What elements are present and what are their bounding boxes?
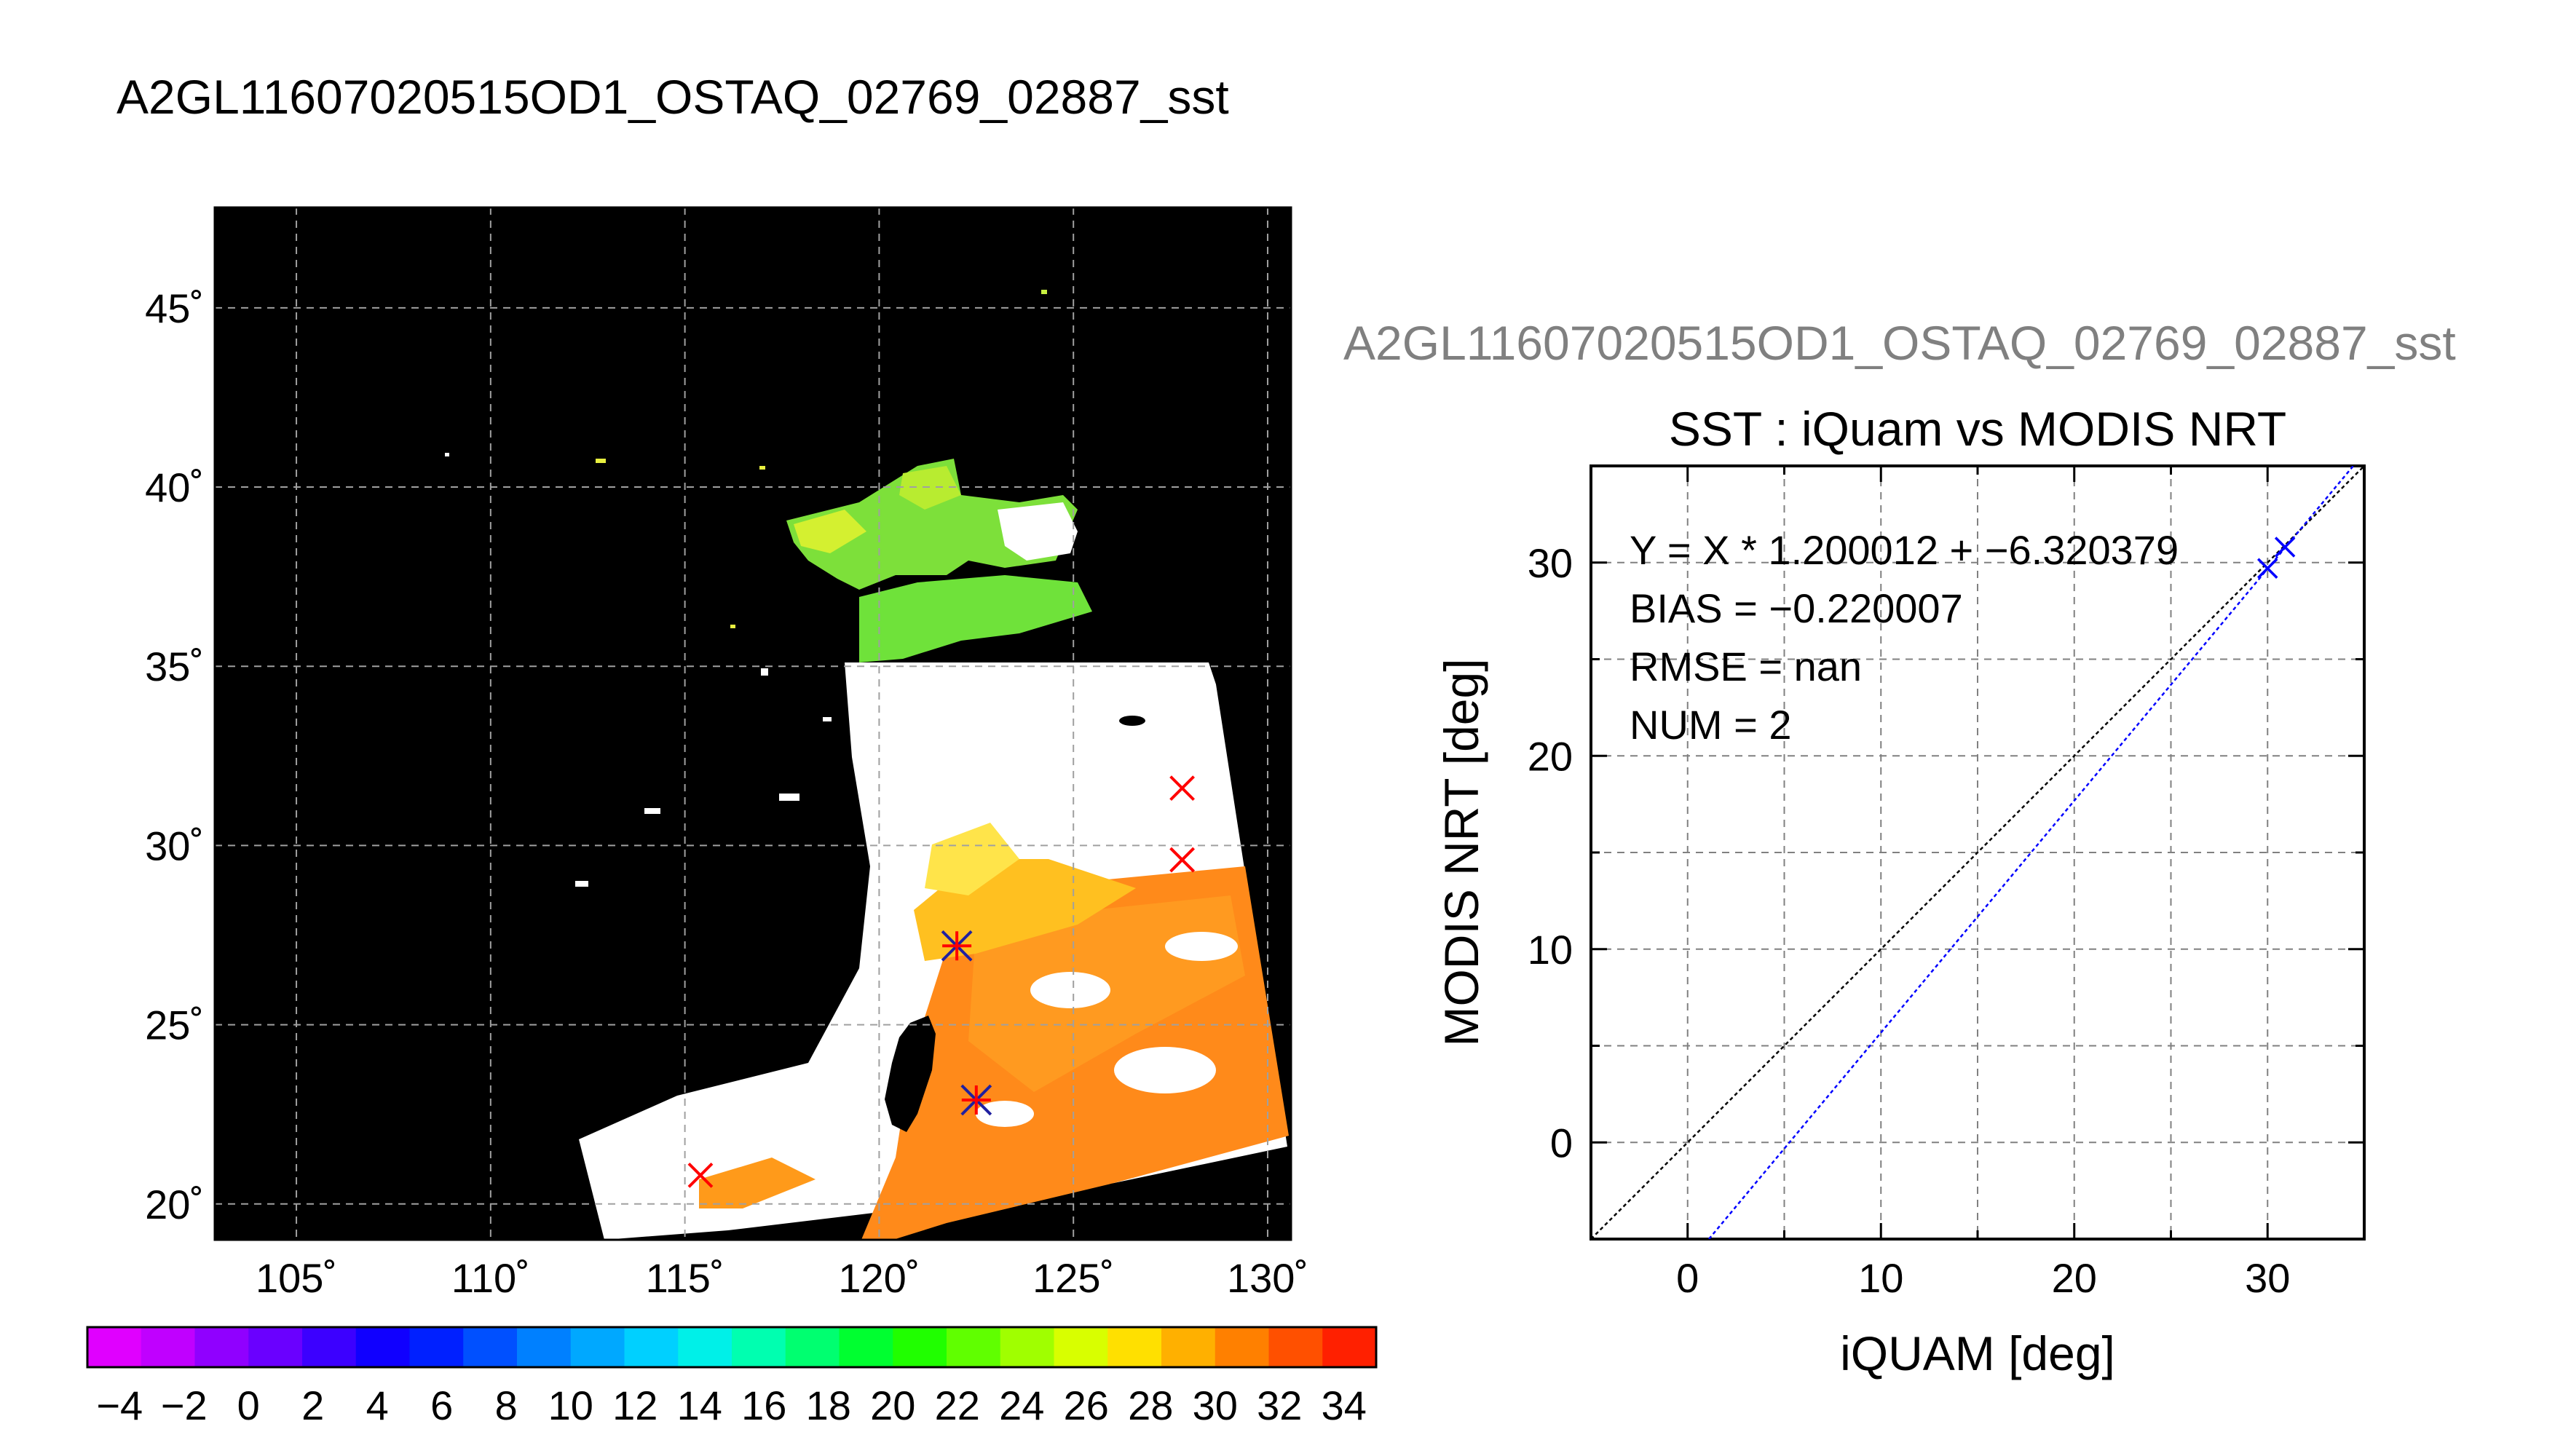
scatter-y-tick-label: 10 [1528,927,1573,973]
map-lat-tick-labels: 20˚ 25˚ 30˚ 35˚ 40˚ 45˚ [145,285,204,1227]
map-lat-tick-label: 45˚ [145,285,204,331]
colorbar-swatch [839,1327,893,1367]
colorbar-swatch [248,1327,303,1367]
colorbar-tick-label: 18 [806,1382,851,1428]
scatter-title: SST : iQuam vs MODIS NRT [1669,402,2286,456]
colorbar-swatch [1054,1327,1108,1367]
map-lon-tick-label: 120˚ [838,1255,920,1301]
map-markers [687,775,1196,1188]
colorbar-swatch [785,1327,840,1367]
scatter-panel: SST : iQuam vs MODIS NRT 0 10 20 300102030 … [1434,402,2366,1380]
colorbar-swatches [87,1327,1377,1367]
colorbar-tick-label: 8 [495,1382,518,1428]
map-match-marker [941,930,973,962]
map-lat-tick-label: 20˚ [145,1182,204,1227]
colorbar-tick-label: 2 [301,1382,324,1428]
colorbar-swatch [1107,1327,1162,1367]
scatter-stat-line: Y = X * 1.200012 + −6.320379 [1630,527,2179,573]
colorbar-frame [86,1326,1378,1369]
colorbar-swatch [355,1327,410,1367]
scatter-point [2274,537,2296,558]
scatter-file-title: A2GL11607020515OD1_OSTAQ_02769_02887_sst [1343,316,2456,370]
map-lon-tick-label: 125˚ [1032,1255,1114,1301]
colorbar-tick-label: 12 [612,1382,657,1428]
scatter-ticks: 0 10 20 30 0 10 20 30 [1528,466,2364,1301]
scatter-stats: Y = X * 1.200012 + −6.320379 BIAS = −0.22… [1630,527,2179,748]
colorbar-tick-label: 28 [1128,1382,1173,1428]
map-lon-tick-label: 130˚ [1227,1255,1308,1301]
scatter-x-tick-label: 0 [1676,1255,1699,1301]
scatter-points [2257,537,2296,579]
colorbar-swatch [624,1327,679,1367]
colorbar-swatch [194,1327,249,1367]
colorbar: −4 −2 0 2 4 6 8 10 12 14 16 18 20 22 24 26 28 30 32 34 [86,1326,1378,1428]
map-imagery [445,290,1289,1240]
colorbar-tick-label: −2 [161,1382,208,1428]
colorbar-tick-label: 20 [870,1382,915,1428]
colorbar-swatch [141,1327,195,1367]
colorbar-tick-label: −4 [96,1382,143,1428]
map-lon-tick-labels: 105˚ 110˚ 115˚ 120˚ 125˚ 130˚ [256,1255,1308,1301]
colorbar-tick-label: 4 [366,1382,389,1428]
colorbar-tick-label: 34 [1322,1382,1367,1428]
map-lat-tick-label: 25˚ [145,1002,204,1048]
map-lon-tick-label: 115˚ [646,1255,724,1301]
colorbar-tick-label: 14 [677,1382,722,1428]
map-match-marker [960,1084,992,1116]
identity-line [1591,466,2364,1239]
map-gridlines [215,207,1291,1240]
colorbar-swatch [1268,1327,1323,1367]
map-panel: 105˚ 110˚ 115˚ 120˚ 125˚ 130˚ 20˚ 25˚ 30˚ 35˚ 40˚… [145,206,1308,1301]
scatter-lines [1591,466,2364,1239]
scatter-x-tick-label: 20 [2052,1255,2097,1301]
colorbar-swatch [1161,1327,1216,1367]
scatter-x-axis-label: iQUAM [deg] [1840,1326,2115,1380]
colorbar-swatch [947,1327,1001,1367]
colorbar-swatch [678,1327,732,1367]
colorbar-tick-label: 16 [741,1382,786,1428]
colorbar-swatch [732,1327,786,1367]
scatter-x-tick-label: 10 [1858,1255,1903,1301]
colorbar-tick-label: 6 [430,1382,453,1428]
map-frame [213,206,1292,1241]
colorbar-tick-label: 26 [1064,1382,1109,1428]
map-lat-tick-label: 35˚ [145,644,204,689]
scatter-stat-line: NUM = 2 [1630,702,1792,748]
scatter-stat-line: RMSE = nan [1630,644,1862,689]
map-title: A2GL11607020515OD1_OSTAQ_02769_02887_sst [117,70,1229,124]
colorbar-tick-label: 0 [237,1382,260,1428]
colorbar-tick-labels: −4 −2 0 2 4 6 8 10 12 14 16 18 20 22 24 26 28 30 32 34 [96,1382,1367,1428]
scatter-y-axis-label: MODIS NRT [deg] [1434,658,1488,1046]
colorbar-tick-label: 30 [1193,1382,1238,1428]
colorbar-swatch [517,1327,572,1367]
map-lon-tick-label: 105˚ [256,1255,337,1301]
scatter-y-tick-label: 0 [1550,1120,1573,1166]
colorbar-swatch [1322,1327,1377,1367]
scatter-stat-line: BIAS = −0.220007 [1630,585,1963,631]
colorbar-swatch [463,1327,518,1367]
colorbar-swatch [302,1327,357,1367]
map-lon-tick-label: 110˚ [451,1255,530,1301]
colorbar-tick-label: 24 [999,1382,1044,1428]
map-x-marker [1169,847,1196,873]
colorbar-swatch [570,1327,625,1367]
fit-line [1708,466,2355,1239]
colorbar-swatch [893,1327,947,1367]
scatter-x-tick-label: 30 [2245,1255,2290,1301]
map-lat-tick-label: 40˚ [145,464,204,510]
colorbar-swatch [87,1327,142,1367]
colorbar-tick-label: 22 [935,1382,980,1428]
map-x-marker [687,1162,714,1188]
scatter-point [2257,558,2278,579]
colorbar-swatch [1000,1327,1054,1367]
colorbar-swatch [1215,1327,1269,1367]
map-lat-tick-label: 30˚ [145,823,204,869]
colorbar-tick-label: 32 [1257,1382,1302,1428]
scatter-y-tick-label: 20 [1528,733,1573,779]
map-x-marker [1169,775,1196,802]
colorbar-swatch [409,1327,464,1367]
scatter-y-tick-label: 30 [1528,540,1573,586]
colorbar-tick-label: 10 [548,1382,593,1428]
